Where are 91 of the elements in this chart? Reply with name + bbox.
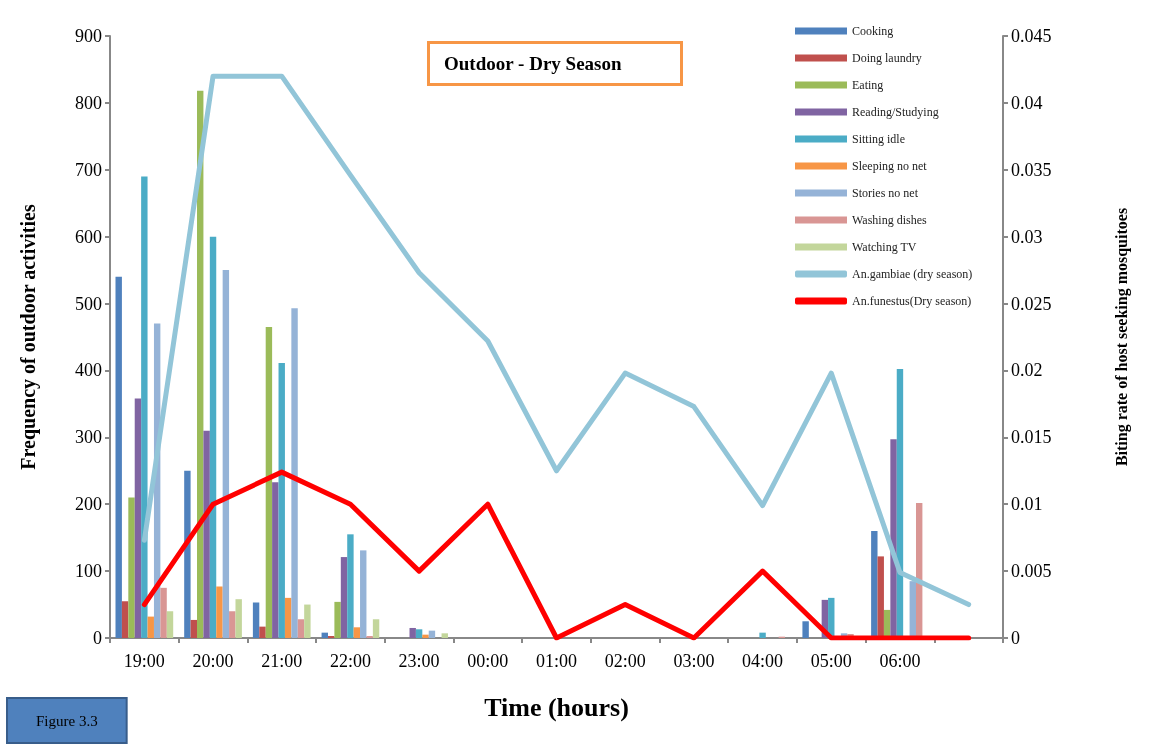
- legend-label: Eating: [852, 78, 884, 92]
- y2-tick-label: 0.025: [1011, 293, 1052, 314]
- bar: [203, 430, 210, 638]
- x-tick-label: 04:00: [742, 651, 784, 671]
- y2-axis-title: Biting rate of host seeking mosquitoes: [1112, 207, 1131, 467]
- bar: [209, 236, 217, 638]
- legend-label: Sleeping no net: [852, 159, 928, 173]
- x-tick-label: 00:00: [467, 651, 509, 671]
- y2-tick-label: 0.02: [1011, 360, 1043, 381]
- y-axis-title: Frequency of outdoor activities: [17, 204, 40, 470]
- y-tick-label: 500: [75, 293, 102, 314]
- bar: [347, 534, 354, 638]
- x-tick-label: 20:00: [192, 651, 234, 671]
- bar: [166, 611, 174, 638]
- bar: [141, 176, 148, 638]
- y-tick-label: 0: [93, 628, 102, 648]
- legend-label: Sitting idle: [852, 132, 906, 146]
- legend-label: Washing dishes: [852, 213, 928, 227]
- bar: [160, 587, 167, 638]
- bar: [802, 621, 809, 638]
- bar: [216, 586, 223, 638]
- bar: [890, 439, 897, 638]
- legend-label: Cooking: [852, 24, 894, 38]
- x-axis-title: Time (hours): [484, 692, 629, 722]
- y2-tick-label: 0.035: [1011, 159, 1052, 180]
- legend-label: An.gambiae (dry season): [852, 267, 973, 281]
- bar: [353, 627, 361, 638]
- bar: [366, 635, 373, 638]
- legend-label: Reading/Studying: [852, 105, 939, 119]
- bar: [415, 629, 423, 638]
- y2-tick-label: 0.03: [1011, 226, 1043, 247]
- y2-tick-label: 0.04: [1011, 92, 1043, 113]
- bar: [327, 635, 335, 638]
- bar: [284, 597, 292, 638]
- x-tick-label: 01:00: [535, 651, 578, 671]
- y-tick-label: 400: [75, 360, 102, 381]
- bar: [128, 497, 135, 638]
- y2-tick-label: 0: [1011, 628, 1020, 648]
- bar: [121, 601, 129, 638]
- y-tick-label: 800: [75, 92, 102, 113]
- x-tick-label: 21:00: [261, 651, 303, 671]
- bar: [278, 363, 285, 638]
- bar: [184, 470, 191, 638]
- legend-label: An.funestus(Dry season): [852, 294, 972, 308]
- bar: [422, 634, 429, 638]
- bar: [340, 557, 348, 638]
- y-tick-label: 100: [75, 561, 102, 582]
- x-tick-label: 05:00: [810, 651, 852, 671]
- bar: [115, 276, 122, 638]
- legend-label: Watching TV: [852, 240, 917, 254]
- x-tick-label: 02:00: [604, 651, 646, 671]
- y2-tick-label: 0.015: [1011, 427, 1052, 448]
- bar: [190, 619, 198, 638]
- bar: [372, 619, 380, 638]
- y-tick-label: 300: [75, 427, 102, 448]
- caption: Figure 3.3: [36, 712, 98, 729]
- text: Outdoor - Dry Season: [444, 53, 622, 74]
- bar: [360, 550, 367, 638]
- x-tick-label: 06:00: [879, 651, 921, 671]
- bar: [265, 326, 273, 638]
- x-tick-label: 03:00: [673, 651, 715, 671]
- y-tick-label: 700: [75, 159, 102, 180]
- x-tick-label: 23:00: [398, 651, 440, 671]
- bar: [235, 599, 242, 638]
- y2-tick-label: 0.005: [1011, 561, 1052, 582]
- y2-tick-label: 0.045: [1011, 26, 1052, 46]
- x-tick-label: 19:00: [123, 651, 165, 671]
- bar: [871, 530, 878, 638]
- bar: [291, 308, 298, 638]
- bar: [877, 556, 884, 638]
- y2-tick-label: 0.01: [1011, 494, 1043, 515]
- legend-label: Stories no net: [852, 186, 919, 200]
- bar: [222, 270, 230, 638]
- legend-label: Doing laundry: [852, 51, 922, 65]
- bar: [909, 581, 916, 638]
- y-tick-label: 200: [75, 494, 102, 515]
- y-tick-label: 900: [75, 26, 102, 46]
- x-tick-label: 22:00: [329, 651, 371, 671]
- bar: [409, 627, 416, 638]
- bar: [334, 601, 341, 638]
- bar: [304, 604, 311, 638]
- y-tick-label: 600: [75, 226, 102, 247]
- bar: [297, 619, 305, 638]
- bar: [759, 632, 766, 638]
- bar: [229, 611, 236, 638]
- bar: [441, 633, 448, 638]
- bar: [272, 482, 279, 638]
- bar: [134, 398, 142, 638]
- bar: [147, 616, 154, 638]
- bar: [252, 602, 260, 638]
- bar: [259, 626, 266, 638]
